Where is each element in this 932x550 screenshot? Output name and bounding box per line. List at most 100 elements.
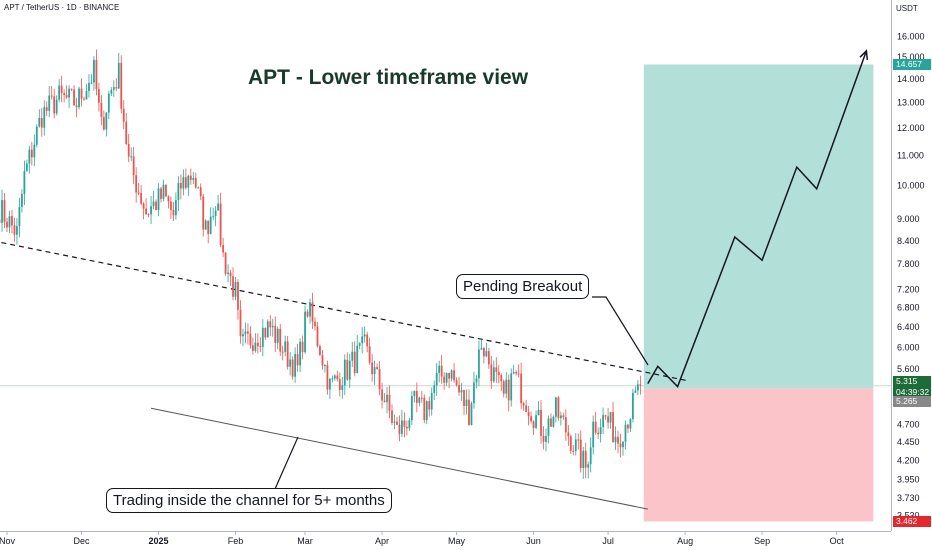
x-tick-label: Jun	[526, 536, 541, 546]
candle-body	[227, 272, 229, 274]
target-price-tag: 14.657	[893, 59, 931, 70]
candle-body	[401, 420, 403, 434]
candle-body	[378, 369, 381, 390]
candle-body	[507, 379, 510, 401]
candle-body	[574, 439, 577, 452]
candle-body	[324, 365, 326, 367]
candle-body	[594, 421, 597, 433]
candle-body	[425, 401, 428, 421]
candle-body	[204, 220, 207, 230]
candle-body	[346, 359, 349, 380]
y-tick-label: 3.530	[897, 510, 920, 520]
candle-body	[105, 112, 108, 130]
candle-body	[562, 415, 565, 418]
candle-body	[70, 88, 73, 90]
candle-body	[244, 331, 247, 335]
candle-body	[234, 281, 237, 297]
candle-body	[314, 321, 316, 327]
candle-body	[68, 88, 70, 98]
x-tick-label: Feb	[228, 536, 244, 546]
candle-body	[276, 328, 279, 343]
candle-body	[629, 419, 632, 429]
candle-body	[232, 276, 234, 297]
pending-breakout-callout: Pending Breakout	[456, 274, 590, 299]
candle-body	[512, 371, 515, 374]
channel-support-line	[150, 407, 648, 510]
candle-body	[410, 396, 413, 421]
candle-body	[612, 412, 614, 443]
candle-body	[6, 221, 8, 228]
candle-body	[3, 200, 6, 222]
candle-body	[545, 435, 547, 442]
candle-body	[535, 415, 537, 428]
candle-body	[291, 359, 294, 377]
candle-body	[207, 220, 210, 234]
candle-body	[328, 378, 331, 390]
y-tick-label: 11.000	[897, 150, 924, 160]
candle-body	[331, 378, 334, 380]
candle-body	[361, 336, 364, 344]
candle-body	[482, 348, 485, 357]
y-tick-label: 6.800	[897, 303, 920, 313]
candle-body	[319, 346, 321, 356]
candle-body	[478, 349, 480, 379]
candle-body	[624, 424, 627, 442]
y-tick-label: 10.000	[897, 181, 925, 191]
candle-body	[470, 403, 473, 425]
candle-body	[589, 447, 592, 465]
candle-body	[547, 418, 550, 436]
candle-body	[247, 331, 249, 334]
candle-body	[363, 334, 366, 337]
candle-body	[552, 416, 555, 427]
candle-body	[356, 345, 359, 374]
candle-body	[58, 85, 61, 100]
candle-body	[515, 371, 518, 374]
candle-body	[405, 426, 408, 429]
candle-body	[567, 432, 570, 437]
candle-body	[368, 346, 371, 363]
candle-body	[274, 325, 277, 343]
candle-body	[500, 375, 503, 382]
candle-body	[189, 175, 192, 180]
candle-body	[179, 182, 182, 189]
candle-body	[433, 385, 436, 394]
candle-body	[465, 399, 468, 406]
candle-body	[137, 192, 140, 194]
candle-body	[415, 390, 418, 403]
x-tick-label: Apr	[375, 536, 389, 546]
candle-body	[65, 94, 68, 98]
candle-body	[261, 327, 264, 347]
candle-body	[107, 93, 110, 113]
candle-body	[172, 209, 175, 216]
candle-body	[475, 378, 478, 383]
candle-body	[393, 421, 396, 423]
candle-body	[286, 341, 289, 367]
candle-body	[510, 373, 513, 401]
candle-body	[120, 62, 123, 109]
candle-body	[525, 405, 528, 412]
candle-body	[214, 210, 217, 217]
y-tick-label: 5.600	[897, 364, 920, 374]
projection-path	[647, 50, 868, 388]
x-tick-label: Jul	[602, 536, 614, 546]
candle-body	[453, 370, 455, 381]
x-tick-label: Dec	[74, 536, 91, 546]
candle-body	[212, 216, 215, 218]
candle-body	[448, 372, 451, 379]
candle-body	[584, 450, 587, 468]
candle-body	[316, 326, 319, 347]
candle-body	[152, 201, 155, 207]
candle-body	[279, 328, 282, 352]
candle-body	[122, 108, 125, 122]
x-tick-label: Nov	[0, 536, 15, 546]
current-price-tag: 5.315	[893, 376, 931, 388]
candle-body	[537, 409, 540, 416]
candle-body	[383, 400, 386, 403]
candle-body	[321, 355, 324, 366]
channel-callout: Trading inside the channel for 5+ months	[106, 488, 392, 513]
candle-body	[366, 334, 369, 347]
candle-body	[398, 424, 401, 434]
candle-body	[16, 226, 18, 235]
y-tick-label: 7.800	[897, 259, 920, 269]
